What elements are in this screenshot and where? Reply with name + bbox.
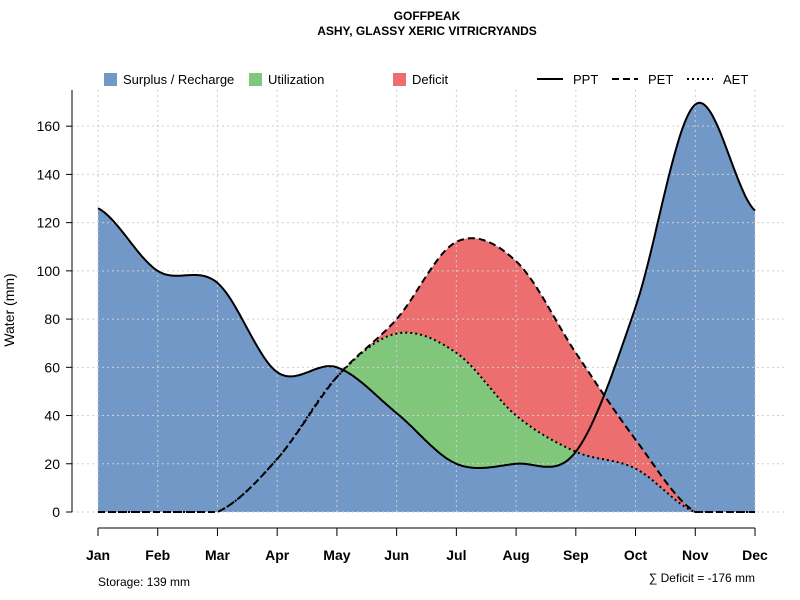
x-tick-label: Sep xyxy=(563,547,589,563)
x-tick-label: Aug xyxy=(502,547,529,563)
y-tick-label: 0 xyxy=(52,504,60,520)
y-axis-label: Water (mm) xyxy=(1,273,17,346)
x-tick-label: Jul xyxy=(446,547,466,563)
x-tick-label: Jan xyxy=(86,547,110,563)
legend-label: AET xyxy=(723,72,748,87)
y-tick-label: 60 xyxy=(44,359,60,375)
plot-area: 0 20 40 60 80 100 120 140 160 Jan Feb Mar Apr May Jun J… xyxy=(37,90,785,563)
x-tick-label: Jun xyxy=(384,547,409,563)
legend-label: Deficit xyxy=(412,72,449,87)
y-tick-label: 40 xyxy=(44,408,60,424)
storage-annotation: Storage: 139 mm xyxy=(98,575,190,589)
deficit-annotation: ∑ Deficit = -176 mm xyxy=(649,571,755,585)
y-tick-label: 140 xyxy=(37,166,61,182)
x-tick-label: May xyxy=(323,547,350,563)
y-tick-label: 120 xyxy=(37,215,61,231)
legend-swatch-1 xyxy=(249,73,262,86)
x-tick-label: Feb xyxy=(145,547,170,563)
y-tick-label: 80 xyxy=(44,311,60,327)
legend-label: Surplus / Recharge xyxy=(123,72,234,87)
series-line-ppt xyxy=(97,101,756,469)
legend-swatch-0 xyxy=(104,73,117,86)
y-tick-label: 100 xyxy=(37,263,61,279)
legend: Surplus / Recharge Utilization Deficit PPT P… xyxy=(104,72,748,87)
utilization-area xyxy=(98,332,755,512)
x-tick-label: Nov xyxy=(682,547,709,563)
legend-label: PPT xyxy=(573,72,598,87)
x-tick-label: Apr xyxy=(265,547,290,563)
series-line-aet xyxy=(98,331,755,513)
legend-label: Utilization xyxy=(268,72,324,87)
x-tick-label: Dec xyxy=(742,547,768,563)
chart-title: GOFFPEAK xyxy=(394,9,461,23)
series-line-pet xyxy=(98,237,755,513)
x-tick-label: Mar xyxy=(205,547,230,563)
x-tick-label: Oct xyxy=(624,547,648,563)
chart-subtitle: ASHY, GLASSY XERIC VITRICRYANDS xyxy=(317,24,537,38)
deficit-area xyxy=(98,238,755,513)
legend-swatch-2 xyxy=(393,73,406,86)
legend-label: PET xyxy=(648,72,673,87)
y-tick-label: 160 xyxy=(37,118,61,134)
surplus-area xyxy=(98,102,755,513)
y-tick-label: 20 xyxy=(44,456,60,472)
